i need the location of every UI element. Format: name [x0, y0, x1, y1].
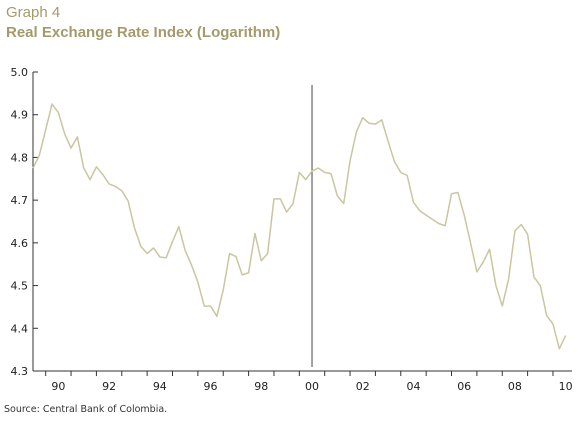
y-tick-label: 4.5	[11, 280, 29, 293]
y-tick-label: 4.8	[11, 151, 29, 164]
x-tick-label: 90	[51, 380, 65, 393]
series-line	[32, 103, 567, 350]
y-tick-label: 4.7	[11, 194, 29, 207]
x-tick-label: 10	[559, 380, 573, 393]
x-tick-label: 94	[153, 380, 167, 393]
y-tick-label: 4.4	[11, 322, 29, 335]
chart-canvas: 4.3 4.4 4.5 4.6 4.7 4.8 4.9 5.0 90 92 94 96 98 00 02 0…	[11, 66, 573, 393]
x-tick-label: 02	[356, 380, 370, 393]
x-tick-label: 04	[406, 380, 420, 393]
x-tick-label: 98	[254, 380, 268, 393]
y-tick-label: 4.6	[11, 237, 29, 250]
y-axis: 4.3 4.4 4.5 4.6 4.7 4.8 4.9 5.0	[11, 66, 38, 378]
y-tick-label: 4.9	[11, 109, 29, 122]
y-tick-label: 5.0	[11, 66, 29, 79]
x-tick-label: 00	[305, 380, 319, 393]
x-tick-label: 92	[102, 380, 116, 393]
chart-title: Graph 4	[6, 4, 61, 21]
x-axis: 90 92 94 96 98 00 02 04 06 08 10	[33, 370, 573, 393]
x-tick-label: 96	[204, 380, 218, 393]
chart-source: Source: Central Bank of Colombia.	[4, 404, 168, 415]
chart-subtitle: Real Exchange Rate Index (Logarithm)	[6, 24, 281, 41]
y-tick-label: 4.3	[11, 365, 29, 378]
x-tick-label: 08	[508, 380, 522, 393]
x-tick-label: 06	[457, 380, 471, 393]
